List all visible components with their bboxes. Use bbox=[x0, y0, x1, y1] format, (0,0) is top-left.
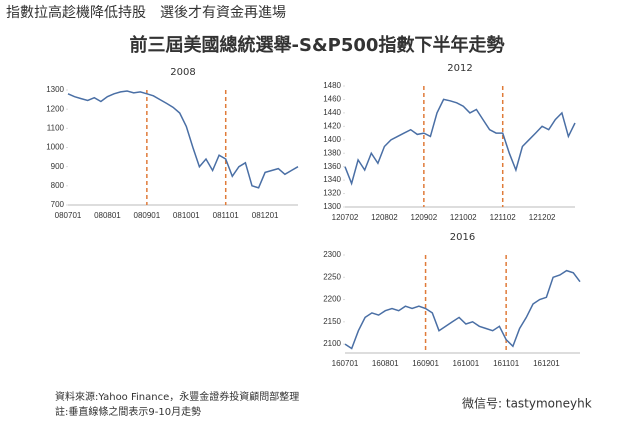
y-tick-label: 2100 bbox=[323, 339, 341, 348]
watermark: 微信号: tastymoneyhk bbox=[462, 397, 592, 411]
y-tick-label: 1420 bbox=[323, 121, 341, 130]
y-tick-label: 2250 bbox=[323, 272, 341, 281]
chart-title: 2016 bbox=[450, 232, 475, 243]
x-tick-label: 160901 bbox=[412, 359, 439, 368]
footnote: 資料來源:Yahoo Finance，永豐金證券投資顧問部整理 bbox=[55, 390, 299, 403]
x-tick-label: 121202 bbox=[529, 213, 556, 222]
index-line bbox=[344, 98, 576, 186]
y-tick-label: 2150 bbox=[323, 317, 341, 326]
y-tick-label: 1400 bbox=[323, 135, 341, 144]
y-tick-label: 700 bbox=[51, 200, 65, 209]
x-tick-label: 161101 bbox=[493, 359, 520, 368]
chart-title: 2012 bbox=[447, 63, 472, 74]
index-line bbox=[344, 269, 581, 350]
y-tick-label: 1300 bbox=[46, 85, 64, 94]
x-tick-label: 081201 bbox=[252, 211, 279, 220]
x-tick-label: 081101 bbox=[213, 211, 240, 220]
y-tick-label: 1320 bbox=[323, 189, 341, 198]
x-tick-label: 160701 bbox=[332, 359, 359, 368]
x-tick-label: 120902 bbox=[411, 213, 438, 222]
x-tick-label: 080701 bbox=[55, 211, 82, 220]
y-tick-label: 2200 bbox=[323, 295, 341, 304]
x-tick-label: 120702 bbox=[332, 213, 359, 222]
x-tick-label: 160801 bbox=[372, 359, 399, 368]
index-line bbox=[67, 90, 299, 189]
y-tick-label: 2300 bbox=[323, 250, 341, 259]
y-tick-label: 1360 bbox=[323, 162, 341, 171]
main-title: 前三屆美國總統選舉-S&P500指數下半年走勢 bbox=[130, 34, 505, 56]
y-tick-label: 1460 bbox=[323, 95, 341, 104]
x-tick-label: 161001 bbox=[453, 359, 480, 368]
y-tick-label: 800 bbox=[51, 181, 65, 190]
y-tick-label: 1100 bbox=[47, 123, 65, 132]
x-tick-label: 080901 bbox=[134, 211, 161, 220]
y-tick-label: 1200 bbox=[46, 104, 64, 113]
y-tick-label: 1340 bbox=[323, 175, 341, 184]
y-tick-label: 1000 bbox=[46, 143, 64, 152]
footnote: 註:垂直線條之間表示9-10月走勢 bbox=[55, 405, 201, 418]
x-tick-label: 120802 bbox=[371, 213, 398, 222]
x-tick-label: 081001 bbox=[173, 211, 200, 220]
y-tick-label: 1440 bbox=[323, 108, 341, 117]
x-tick-label: 121102 bbox=[490, 213, 517, 222]
y-tick-label: 1380 bbox=[323, 148, 341, 157]
chart-title: 2008 bbox=[170, 67, 195, 78]
y-tick-label: 900 bbox=[51, 162, 65, 171]
headline: 指數拉高趁機降低持股 選後才有資金再進場 bbox=[6, 4, 286, 21]
x-tick-label: 080801 bbox=[94, 211, 121, 220]
y-tick-label: 1300 bbox=[323, 202, 341, 211]
x-tick-label: 161201 bbox=[533, 359, 560, 368]
y-tick-label: 1480 bbox=[323, 81, 341, 90]
x-tick-label: 121002 bbox=[450, 213, 477, 222]
